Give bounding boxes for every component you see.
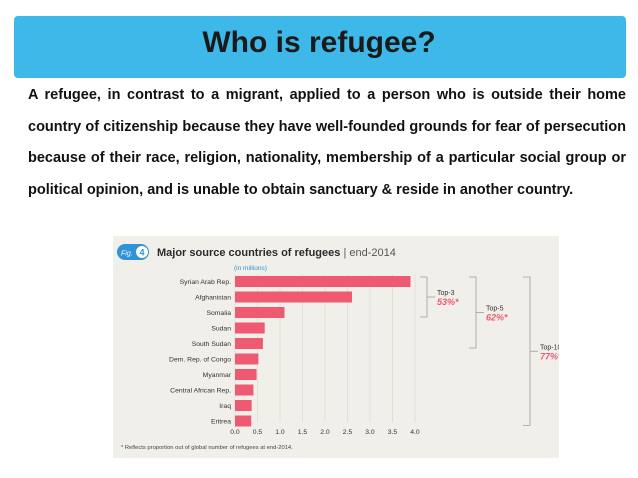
refugee-source-chart: Fig. 4 Major source countries of refugees … bbox=[117, 244, 559, 451]
figure-badge-circle bbox=[136, 246, 148, 258]
annotation-bracket bbox=[420, 276, 428, 318]
annotation-label: Top-10 bbox=[540, 344, 559, 351]
category-label: Myanmar bbox=[203, 372, 232, 379]
bar bbox=[235, 322, 265, 334]
tick-label: 0.5 bbox=[253, 429, 263, 436]
figure-panel: Fig. 4 Major source countries of refugees … bbox=[113, 236, 559, 458]
unit-label: (in millions) bbox=[234, 265, 267, 272]
annotation-label: Top-3 bbox=[437, 290, 455, 297]
title-bar bbox=[14, 16, 626, 78]
category-label: Iraq bbox=[219, 403, 231, 410]
annotation-value: 62%* bbox=[486, 313, 508, 323]
bar bbox=[235, 415, 252, 427]
figure-title-bold: Major source countries of refugees bbox=[157, 247, 343, 259]
slide-title: Who is refugee? bbox=[202, 26, 436, 59]
bar bbox=[235, 307, 285, 318]
annotation-label: Top-5 bbox=[486, 306, 504, 313]
tick-label: 1.5 bbox=[298, 429, 308, 436]
category-label: Dem. Rep. of Congo bbox=[169, 357, 231, 364]
figure-footnote: * Reflects proportion out of global numb… bbox=[121, 445, 293, 451]
figure-title: Major source countries of refugees | end… bbox=[157, 247, 396, 259]
bar bbox=[235, 400, 252, 411]
tick-label: 4.0 bbox=[410, 429, 420, 436]
tick-label: 3.0 bbox=[365, 429, 375, 436]
annotation-value: 77%* bbox=[540, 351, 559, 361]
bar bbox=[235, 384, 254, 396]
tick-label: 1.0 bbox=[275, 429, 285, 436]
annotation-bracket bbox=[523, 276, 531, 426]
bar bbox=[235, 338, 263, 349]
bar bbox=[235, 369, 257, 380]
bar bbox=[235, 291, 352, 303]
category-label: Somalia bbox=[206, 310, 231, 317]
annotation-value: 53%* bbox=[437, 297, 459, 307]
figure-badge-prefix: Fig. bbox=[121, 251, 133, 258]
figure-title-light: | end-2014 bbox=[343, 247, 395, 259]
tick-label: 2.5 bbox=[343, 429, 353, 436]
tick-label: 0.0 bbox=[230, 429, 240, 436]
bar bbox=[235, 276, 411, 287]
tick-label: 3.5 bbox=[388, 429, 398, 436]
annotation-bracket bbox=[469, 276, 477, 349]
tick-label: 2.0 bbox=[320, 429, 330, 436]
slide-body-text: A refugee, in contrast to a migrant, app… bbox=[28, 87, 626, 198]
figure-badge-number: 4 bbox=[139, 248, 144, 258]
bar bbox=[235, 353, 259, 365]
category-label: Sudan bbox=[211, 326, 231, 333]
category-label: Syrian Arab Rep. bbox=[180, 279, 231, 286]
category-label: Eritrea bbox=[211, 419, 231, 426]
category-label: South Sudan bbox=[192, 341, 232, 348]
category-label: Central African Rep. bbox=[170, 388, 231, 395]
category-label: Afghanistan bbox=[195, 295, 231, 302]
